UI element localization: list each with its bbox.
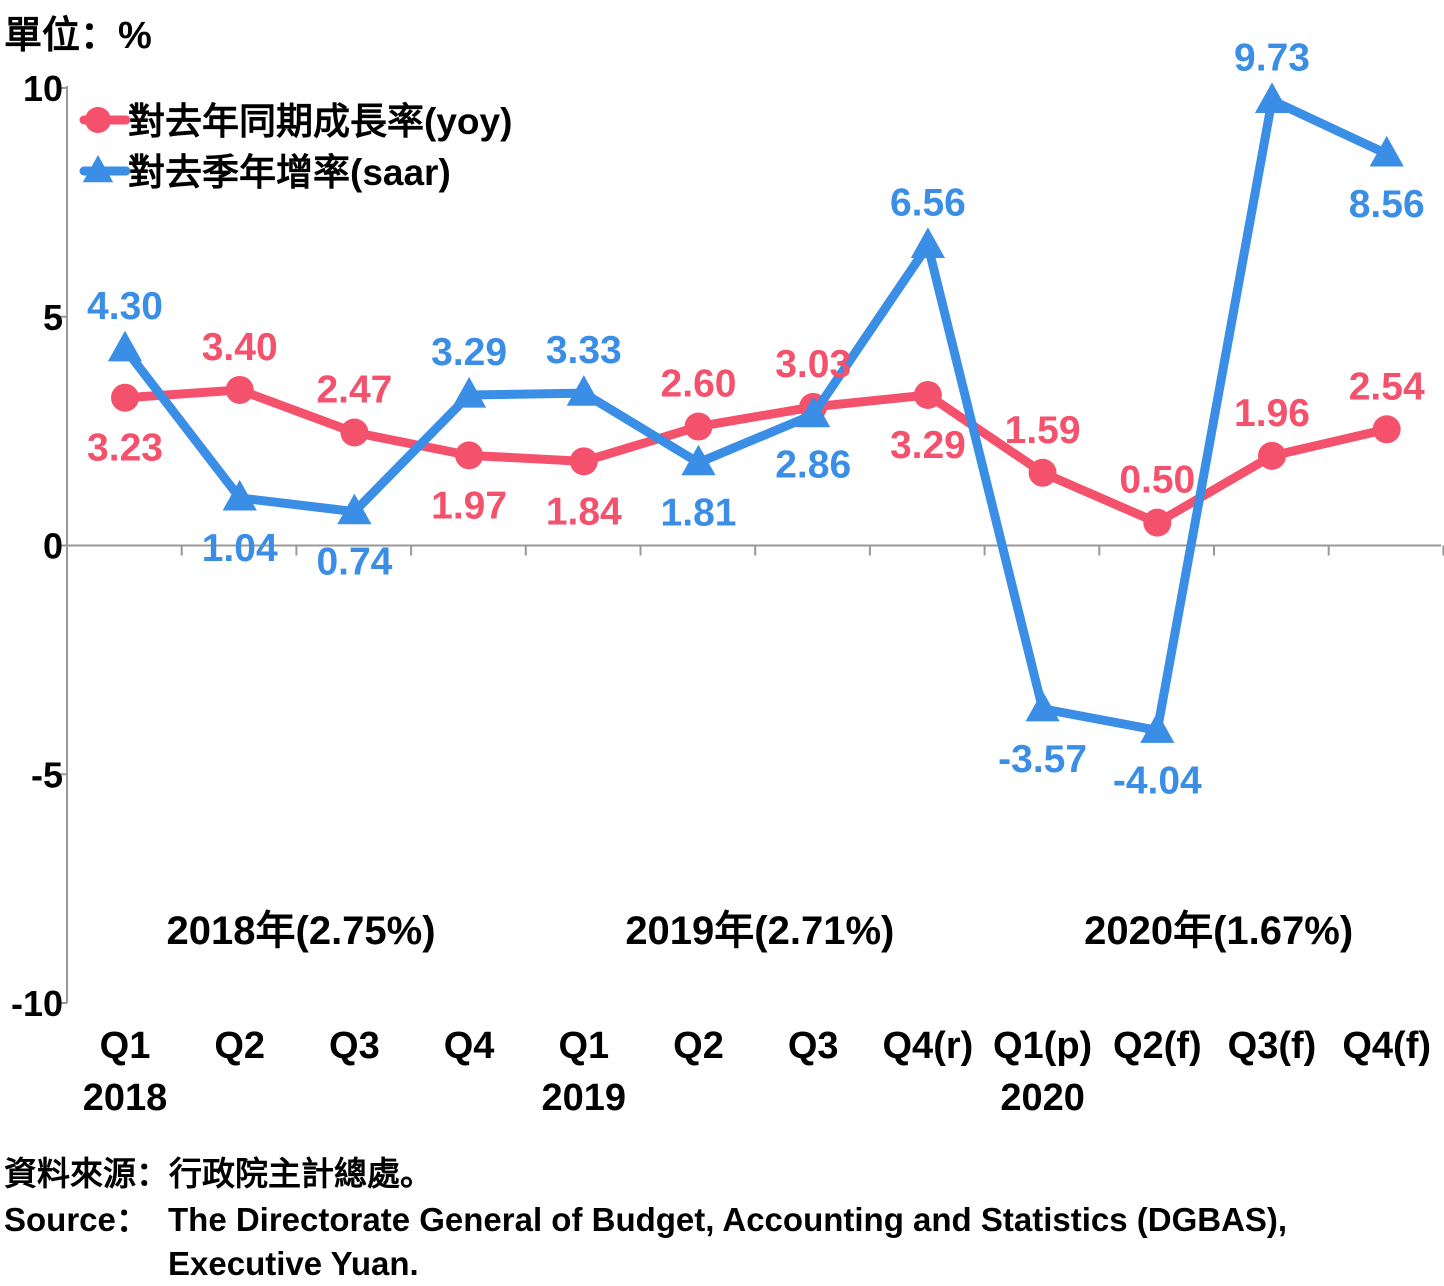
data-point-circle [1372, 415, 1401, 444]
y-tick-label: 10 [23, 68, 63, 109]
data-point-circle [340, 418, 369, 447]
data-point-triangle [1025, 690, 1060, 722]
x-tick-label: Q2(f) [1113, 1025, 1202, 1067]
annual-label: 2020年(1.67%) [1084, 909, 1353, 953]
x-tick-label: Q3 [329, 1025, 380, 1067]
y-tick-label: 5 [43, 297, 63, 338]
y-tick-label: -5 [31, 754, 63, 795]
annual-label: 2019年(2.71%) [625, 909, 894, 953]
legend-label: 對去季年增率(saar) [128, 152, 451, 193]
data-point-triangle [566, 375, 601, 406]
data-label: 8.56 [1349, 183, 1425, 226]
data-label: 2.54 [1349, 365, 1425, 408]
data-labels: 3.23 3.40 2.47 1.97 1.84 2.60 3.03 3.29 1.59 0.50… [87, 36, 1425, 802]
data-label: -3.57 [998, 738, 1087, 781]
data-label: 1.97 [431, 484, 507, 527]
data-point-triangle [1254, 82, 1290, 113]
data-point-triangle [1140, 712, 1175, 743]
data-point-triangle [1369, 135, 1404, 167]
x-tick-label: Q1 [100, 1025, 151, 1067]
year-label: 2020 [1000, 1077, 1085, 1119]
unit-label: 單位：% [4, 15, 152, 57]
x-tick-label: Q4 [444, 1025, 495, 1067]
data-label: 3.29 [431, 331, 507, 374]
data-point-circle [455, 441, 484, 470]
x-tick-label: Q1(p) [993, 1025, 1092, 1067]
x-tick-label: Q2 [673, 1025, 724, 1067]
source-zh: 資料來源：行政院主計總處。 [4, 1155, 433, 1192]
data-point-triangle [681, 444, 716, 476]
data-point-circle [569, 447, 598, 476]
year-label: 2018 [83, 1077, 168, 1119]
legend-marker-circle [85, 107, 111, 133]
data-point-triangle [222, 479, 257, 511]
year-label: 2019 [542, 1077, 627, 1119]
series-line-circle [120, 385, 1392, 528]
data-point-triangle [796, 396, 831, 428]
data-label: 0.74 [316, 541, 392, 584]
data-label: 1.96 [1234, 392, 1310, 435]
data-point-circle [1258, 441, 1286, 470]
axes: -10 -5 0 5 10 Q1 Q2 Q3 Q4 Q1 Q2 Q3 Q4(r) Q1(p) Q2(f) Q3… [11, 68, 1444, 1119]
data-point-circle [225, 375, 254, 404]
source-en-label: Source： [4, 1201, 149, 1238]
data-label: 3.29 [890, 424, 966, 467]
line-chart: -10 -5 0 5 10 Q1 Q2 Q3 Q4 Q1 Q2 Q3 Q4(r) Q1(p) Q2(f) Q3… [11, 36, 1444, 1119]
source-en: Source： The Directorate General of Budget… [4, 1198, 1287, 1286]
source-en-line2: Executive Yuan. [168, 1245, 419, 1282]
data-label: 3.23 [87, 427, 163, 470]
data-label: 2.60 [661, 363, 737, 406]
data-label: 3.33 [546, 329, 622, 372]
data-label: 9.73 [1234, 36, 1310, 79]
data-label: 2.86 [775, 444, 851, 487]
series-line-triangle [120, 95, 1392, 735]
legend-label: 對去年同期成長率(yoy) [128, 101, 512, 142]
data-point-circle [1143, 508, 1172, 537]
x-tick-label: Q1 [558, 1025, 609, 1067]
source-en-line1: The Directorate General of Budget, Accou… [168, 1201, 1288, 1238]
data-label: 3.03 [775, 343, 851, 386]
x-tick-label: Q4(r) [883, 1025, 974, 1067]
x-tick-label: Q4(f) [1342, 1025, 1431, 1067]
data-label: 6.56 [890, 181, 966, 224]
data-point-triangle [910, 227, 945, 258]
data-label: 3.40 [202, 326, 278, 369]
data-point-triangle [107, 330, 143, 362]
x-tick-label: Q3(f) [1228, 1025, 1317, 1067]
data-label: 2.47 [316, 368, 392, 411]
data-label: -4.04 [1113, 759, 1202, 802]
data-point-circle [913, 380, 942, 409]
data-point-circle [111, 383, 139, 412]
data-point-triangle [452, 376, 487, 408]
data-point-circle [684, 412, 713, 441]
data-label: 1.04 [202, 527, 278, 570]
legend: 對去年同期成長率(yoy) 對去季年增率(saar) [79, 101, 512, 193]
data-point-circle [1028, 458, 1057, 487]
data-point-triangle [337, 493, 372, 525]
series-layer [107, 82, 1404, 743]
data-label: 4.30 [87, 285, 163, 328]
y-tick-label: -10 [11, 983, 63, 1024]
y-tick-label: 0 [43, 526, 63, 567]
data-label: 1.59 [1005, 409, 1081, 452]
annual-label: 2018年(2.75%) [167, 909, 436, 953]
x-tick-label: Q3 [788, 1025, 839, 1067]
data-label: 0.50 [1119, 459, 1195, 502]
data-label: 1.84 [546, 490, 622, 533]
x-tick-label: Q2 [214, 1025, 265, 1067]
legend-marker-triangle [82, 155, 114, 183]
data-label: 1.81 [661, 492, 737, 535]
